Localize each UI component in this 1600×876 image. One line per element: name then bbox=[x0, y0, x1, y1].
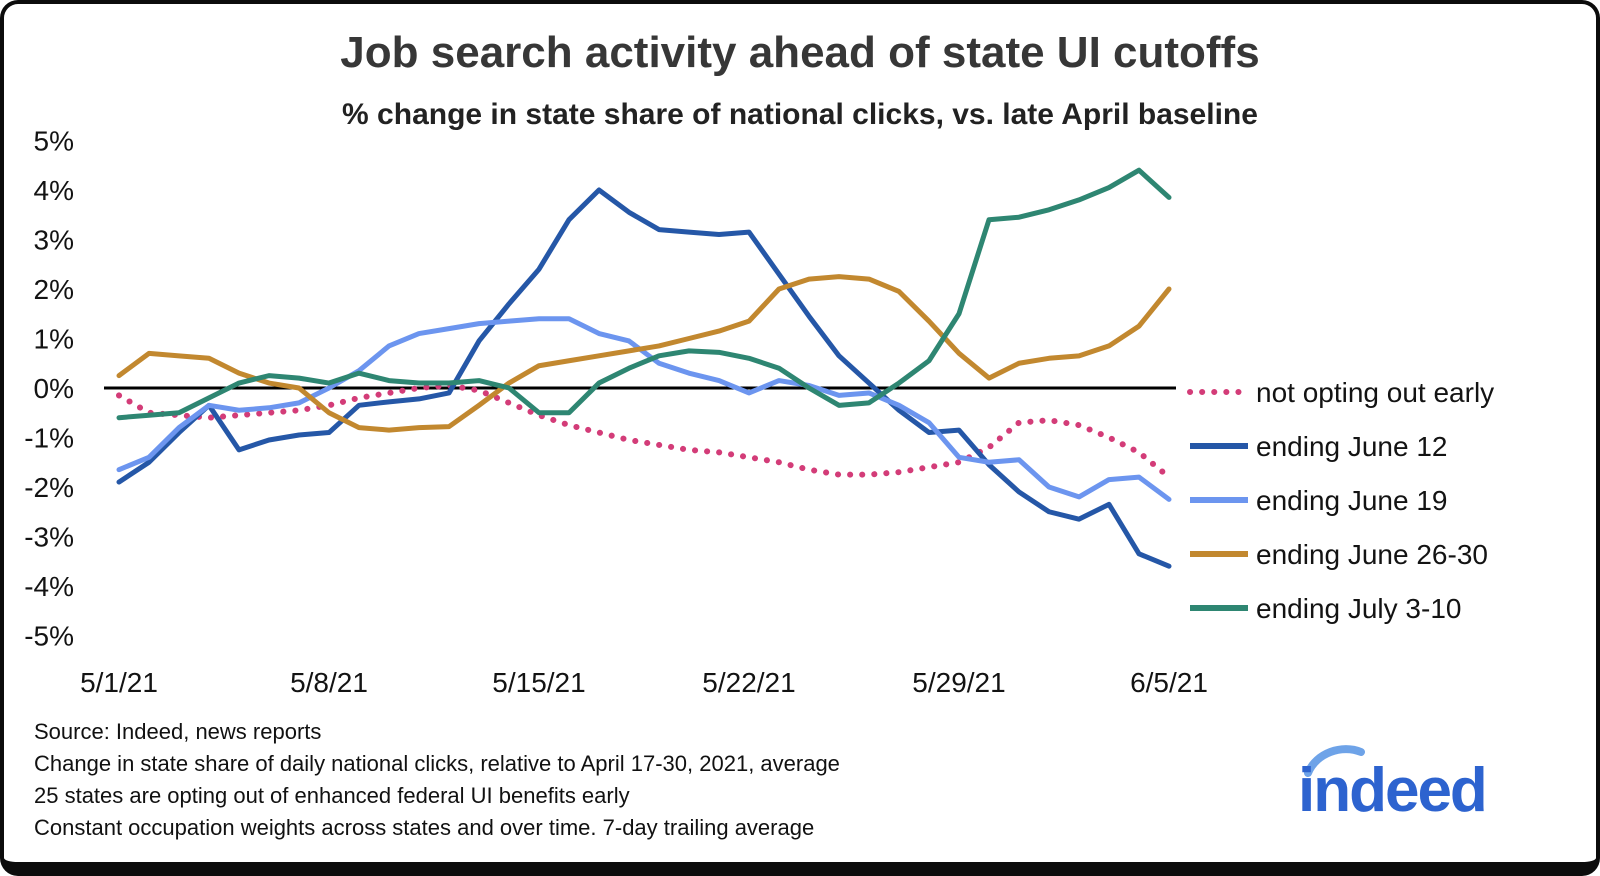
legend-label-ending-june-12: ending June 12 bbox=[1256, 431, 1448, 462]
footnote-states: 25 states are opting out of enhanced fed… bbox=[34, 783, 630, 808]
y-axis-label-2: -2% bbox=[24, 472, 74, 503]
y-axis-label-5: 5% bbox=[34, 126, 74, 157]
y-axis-label-0: 0% bbox=[34, 373, 74, 404]
x-axis-label-5-22-21: 5/22/21 bbox=[702, 667, 795, 698]
series-line-ending-june-26-30 bbox=[116, 274, 1172, 433]
chart-subtitle: % change in state share of national clic… bbox=[342, 98, 1258, 131]
y-axis-label-1: -1% bbox=[24, 423, 74, 454]
y-axis-label-3: 3% bbox=[34, 225, 74, 256]
indeed-logo: indeed bbox=[1294, 737, 1524, 826]
series-line-not-opting-out-early bbox=[116, 382, 1172, 481]
series-line-ending-july-3-10 bbox=[116, 167, 1172, 421]
x-axis-label-5-29-21: 5/29/21 bbox=[912, 667, 1005, 698]
indeed-logo-graphic: indeed bbox=[1298, 745, 1488, 825]
legend-label-ending-july-3-10: ending July 3-10 bbox=[1256, 593, 1461, 624]
x-axis-label-6-5-21: 6/5/21 bbox=[1130, 667, 1208, 698]
y-axis-label-3: -3% bbox=[24, 522, 74, 553]
x-axis-label-5-15-21: 5/15/21 bbox=[492, 667, 585, 698]
y-axis-label-4: 4% bbox=[34, 175, 74, 206]
footnote-source: Source: Indeed, news reports bbox=[34, 719, 322, 744]
y-axis-label-1: 1% bbox=[34, 324, 74, 355]
chart-title: Job search activity ahead of state UI cu… bbox=[340, 28, 1260, 77]
y-axis-label-4: -4% bbox=[24, 571, 74, 602]
footnote-methodology: Change in state share of daily national … bbox=[34, 751, 840, 776]
legend-label-not-opting-out-early: not opting out early bbox=[1256, 377, 1494, 408]
indeed-logo-swoosh bbox=[1304, 745, 1365, 777]
footnote-weights: Constant occupation weights across state… bbox=[34, 815, 815, 840]
footnotes: Source: Indeed, news reports Change in s… bbox=[34, 716, 840, 844]
legend-label-ending-june-19: ending June 19 bbox=[1256, 485, 1448, 516]
y-axis-label-2: 2% bbox=[34, 274, 74, 305]
x-axis-label-5-8-21: 5/8/21 bbox=[290, 667, 368, 698]
line-chart: 5% 4% 3% 2% 1% 0% -1% -2% -3% -4% -5%5/1/21 5/8/21 5… bbox=[24, 126, 1494, 699]
x-axis-label-5-1-21: 5/1/21 bbox=[80, 667, 158, 698]
series-line-ending-june-12 bbox=[116, 187, 1172, 569]
legend-label-ending-june-26-30: ending June 26-30 bbox=[1256, 539, 1488, 570]
series-line-ending-june-19 bbox=[116, 316, 1172, 502]
y-axis-label-5: -5% bbox=[24, 621, 74, 652]
indeed-logo-text: indeed bbox=[1298, 756, 1486, 821]
